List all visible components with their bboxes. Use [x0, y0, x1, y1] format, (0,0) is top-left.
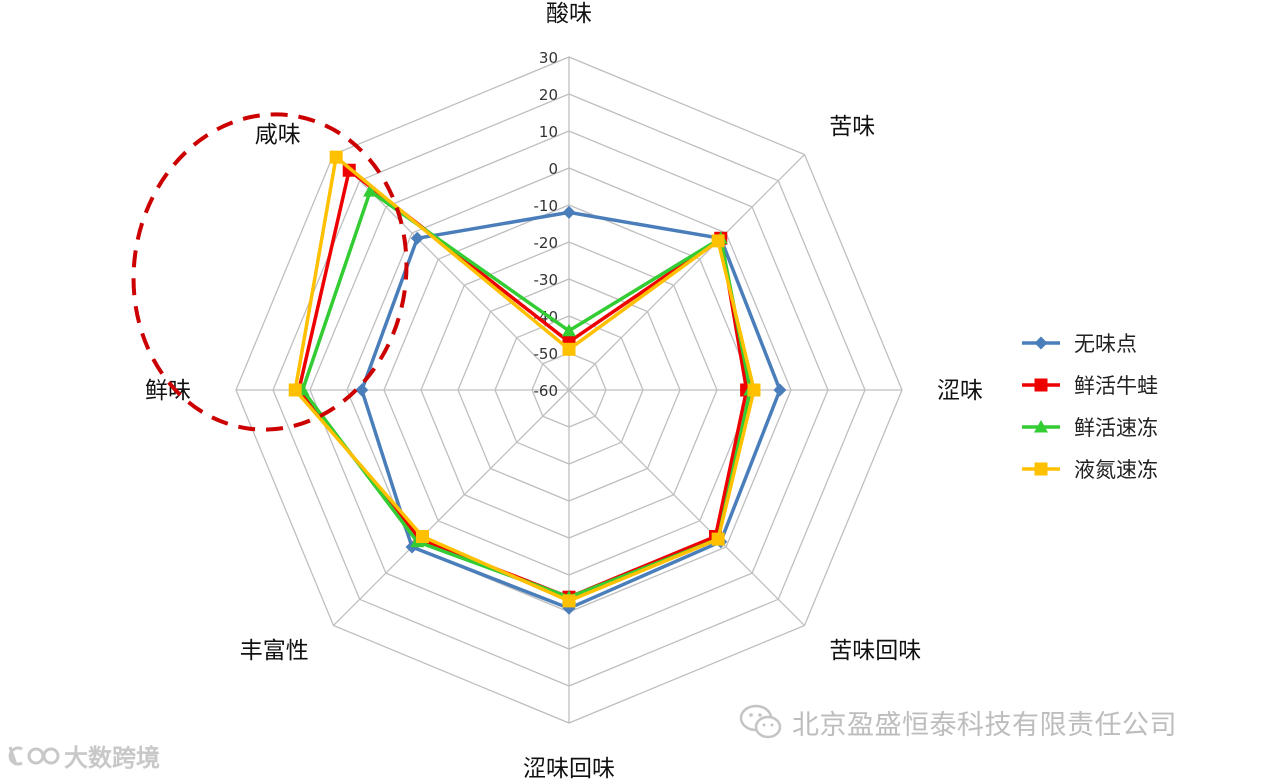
data-point — [773, 383, 787, 397]
legend-label: 鲜活速冻 — [1074, 416, 1158, 440]
tick-label: 20 — [539, 86, 558, 104]
legend-swatch — [1022, 336, 1060, 350]
legend: 无味点鲜活牛蛙鲜活速冻液氮速冻 — [1022, 322, 1158, 490]
watermark-text: 北京盈盛恒泰科技有限责任公司 — [792, 709, 1177, 741]
axis-label: 鲜味 — [145, 378, 191, 404]
tick-label: -50 — [534, 345, 559, 363]
data-point — [747, 383, 761, 397]
tick-label: -60 — [534, 382, 559, 400]
legend-marker — [1034, 378, 1048, 392]
data-point — [562, 205, 576, 219]
legend-item: 鲜活速冻 — [1022, 406, 1158, 448]
axis-label: 涩味回味 — [523, 756, 615, 780]
legend-swatch — [1022, 378, 1060, 392]
series-layer — [288, 150, 787, 615]
data-point — [711, 234, 725, 248]
series-line — [360, 210, 782, 611]
data-point — [329, 150, 343, 164]
tick-label: 10 — [539, 123, 558, 141]
legend-swatch — [1022, 420, 1060, 433]
corner-logo-text: 大数跨境 — [64, 744, 160, 772]
logo-mark-icon — [8, 746, 60, 765]
data-point — [562, 594, 576, 608]
radial-tick-labels: 30 20 10 0 -10 -20 -30 -40 -50 -60 — [534, 49, 559, 400]
legend-marker — [1034, 462, 1048, 476]
legend-label: 无味点 — [1074, 332, 1137, 356]
axis-label: 苦味 — [829, 114, 875, 140]
watermark: 北京盈盛恒泰科技有限责任公司 — [738, 702, 1177, 742]
corner-logo: 大数跨境 — [6, 738, 160, 773]
legend-item: 鲜活牛蛙 — [1022, 364, 1158, 406]
axis-label: 酸味 — [546, 1, 592, 27]
tick-label: 0 — [548, 160, 558, 178]
annotation-layer — [131, 112, 409, 432]
legend-swatch — [1022, 462, 1060, 476]
axis-label: 丰富性 — [240, 638, 309, 664]
data-point — [363, 184, 378, 197]
legend-item: 液氮速冻 — [1022, 448, 1158, 490]
axis-label: 涩味 — [937, 378, 983, 404]
series — [288, 150, 761, 608]
legend-label: 液氮速冻 — [1074, 458, 1158, 482]
axis-label: 咸味 — [255, 122, 301, 148]
legend-marker — [1034, 336, 1048, 350]
data-point — [355, 383, 369, 397]
axis-spoke — [568, 154, 805, 391]
legend-label: 鲜活牛蛙 — [1074, 374, 1158, 398]
wechat-icon — [739, 704, 782, 739]
legend-marker — [1034, 420, 1048, 433]
series — [355, 205, 787, 615]
series — [292, 163, 754, 604]
series-line — [297, 168, 749, 599]
data-point — [415, 530, 429, 544]
data-point — [410, 231, 424, 245]
tick-label: 30 — [539, 49, 558, 67]
data-point — [711, 532, 725, 546]
data-point — [562, 342, 576, 356]
data-point — [288, 383, 302, 397]
tick-label: -30 — [534, 271, 559, 289]
tick-label: -20 — [534, 234, 559, 252]
legend-item: 无味点 — [1022, 322, 1158, 364]
tick-label: -10 — [534, 197, 559, 215]
data-point — [562, 323, 576, 337]
axis-spoke — [333, 389, 570, 626]
tick-label: -40 — [534, 308, 559, 326]
axis-label: 苦味回味 — [829, 638, 921, 664]
axis-spoke — [568, 389, 805, 626]
highlight-ellipse — [131, 112, 409, 432]
